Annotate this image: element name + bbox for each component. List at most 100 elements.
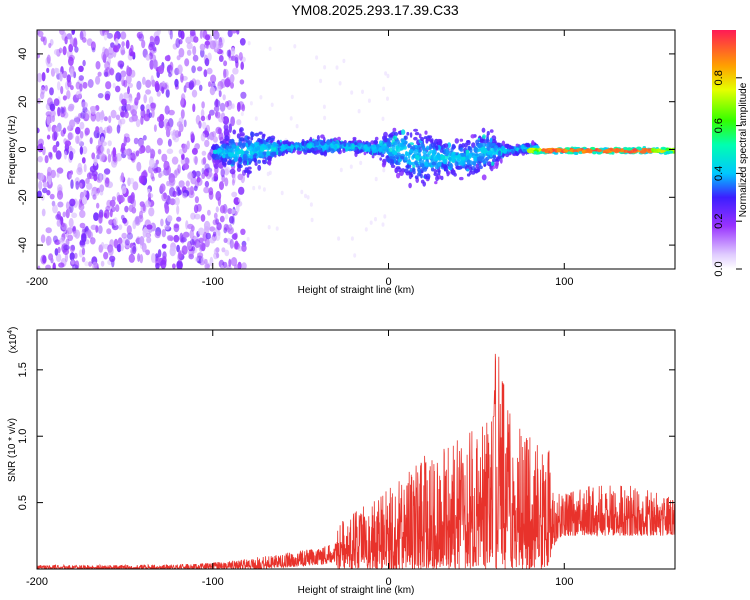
spectrogram-cell bbox=[194, 156, 198, 166]
spectrogram-cell bbox=[123, 149, 130, 156]
spectrogram-cell bbox=[106, 148, 111, 155]
spectrogram-cell bbox=[117, 237, 123, 245]
spectrogram-cell bbox=[531, 140, 535, 146]
spectrogram-cell bbox=[470, 134, 476, 139]
spectrogram-cell bbox=[100, 145, 105, 153]
spectrogram-cell bbox=[70, 259, 75, 265]
spectrogram-cell bbox=[489, 153, 493, 158]
spectrogram-cell bbox=[498, 150, 502, 156]
spectrogram-cell bbox=[107, 153, 112, 163]
spectrogram-cell bbox=[99, 172, 103, 183]
spectrogram-cell bbox=[246, 237, 250, 242]
spectrogram-cell bbox=[68, 43, 74, 53]
spectrogram-cell bbox=[188, 80, 195, 89]
spectrogram-cell bbox=[116, 194, 123, 203]
spectrogram-cell bbox=[98, 126, 103, 134]
spectrogram-cell bbox=[115, 85, 121, 93]
spectrogram-cell bbox=[254, 116, 258, 121]
spectrogram-cell bbox=[349, 164, 353, 169]
spectrogram-cell bbox=[244, 150, 250, 155]
spectrogram-cell bbox=[437, 161, 442, 167]
spectrogram-cell bbox=[200, 214, 206, 222]
spectrogram-cell bbox=[660, 146, 667, 150]
spectrogram-cell bbox=[316, 149, 321, 154]
spectrogram-cell bbox=[215, 156, 221, 160]
spectrogram-cell bbox=[257, 159, 261, 164]
spectrogram-cell bbox=[357, 109, 361, 114]
spectrogram-cell bbox=[53, 131, 58, 141]
spectrogram-cell bbox=[644, 147, 648, 152]
spectrogram-cell bbox=[367, 98, 371, 103]
spectrogram-cell bbox=[92, 194, 97, 200]
spectrogram-cell bbox=[73, 37, 78, 45]
spectrogram-cell bbox=[93, 157, 98, 166]
spectrogram-cell bbox=[467, 145, 471, 152]
spectrogram-cell bbox=[61, 222, 65, 228]
spectrogram-cell bbox=[112, 82, 116, 89]
spectrogram-cell bbox=[145, 200, 151, 208]
spectrogram-cell bbox=[381, 116, 385, 122]
spectrogram-cell bbox=[60, 86, 64, 95]
spectrogram-cell bbox=[397, 130, 402, 135]
spectrogram-cell bbox=[132, 181, 139, 191]
spectrogram-cell bbox=[228, 145, 232, 149]
spectrogram-cell bbox=[483, 139, 488, 144]
spectrogram-cell bbox=[90, 224, 97, 230]
spectrogram-cell bbox=[469, 166, 473, 173]
spectrogram-cell bbox=[374, 136, 379, 141]
spectrogram-cell bbox=[67, 124, 71, 132]
spectrogram-cell bbox=[418, 149, 422, 153]
spectrogram-cell bbox=[105, 205, 111, 212]
spectrogram-cell bbox=[190, 131, 195, 139]
spectrogram-cell bbox=[215, 206, 219, 213]
spectrogram-cell bbox=[55, 214, 61, 220]
spectrogram-cell bbox=[290, 94, 294, 100]
spectrogram-cell bbox=[176, 244, 181, 253]
spectrogram-cell bbox=[37, 172, 45, 181]
spectrogram-cell bbox=[121, 196, 125, 202]
spectrogram-cell bbox=[181, 245, 188, 255]
spectrogram-cell bbox=[354, 150, 359, 155]
spectrogram-cell bbox=[479, 139, 484, 143]
spectrogram-cell bbox=[259, 95, 263, 100]
spectrogram-cell bbox=[236, 145, 240, 149]
spectrogram-cell bbox=[217, 149, 222, 154]
spectrogram-cell bbox=[337, 136, 341, 141]
spectrogram-cell bbox=[146, 233, 151, 239]
snr-frame bbox=[36, 329, 676, 570]
spectrogram-cell bbox=[46, 54, 51, 64]
spectrogram-cell bbox=[182, 192, 188, 198]
spectrogram-cell bbox=[428, 162, 432, 167]
spectrogram-cell bbox=[454, 138, 459, 144]
spectrogram-cell bbox=[378, 147, 382, 153]
spectrogram-cell bbox=[205, 232, 211, 240]
spectrogram-cell bbox=[64, 36, 68, 45]
spectrogram-cell bbox=[120, 118, 126, 125]
spectrogram-cell bbox=[79, 182, 83, 189]
spectrogram-cell bbox=[224, 249, 230, 257]
spectrogram-cell bbox=[106, 32, 114, 39]
spectrogram-cell bbox=[520, 144, 525, 150]
spectrogram-cell bbox=[431, 161, 437, 166]
spectrogram-cell bbox=[53, 98, 60, 106]
spectrogram-cell bbox=[435, 145, 439, 151]
spectrogram-cell bbox=[204, 262, 208, 269]
spectrogram-cell bbox=[81, 233, 87, 243]
spectrogram-cell bbox=[369, 220, 373, 225]
spectrogram-cell bbox=[49, 109, 56, 118]
spectrogram-cell bbox=[94, 190, 100, 196]
spectrogram-cell bbox=[145, 79, 152, 89]
spectrogram-cell bbox=[97, 93, 104, 99]
spectrogram-cell bbox=[386, 96, 389, 101]
spectrogram-cell bbox=[475, 139, 480, 145]
spectrogram-cell bbox=[50, 169, 56, 179]
spectrogram-cell bbox=[515, 143, 519, 147]
spectrogram-cell bbox=[459, 138, 464, 142]
spectrogram-cell bbox=[174, 197, 180, 206]
spectrogram-cell bbox=[465, 149, 470, 154]
spectrogram-cell bbox=[100, 241, 105, 250]
spectrogram-cell bbox=[189, 30, 196, 37]
spectrogram-cell bbox=[491, 161, 495, 166]
spectrogram-cell bbox=[267, 160, 272, 166]
spectrogram-cell bbox=[138, 147, 144, 154]
